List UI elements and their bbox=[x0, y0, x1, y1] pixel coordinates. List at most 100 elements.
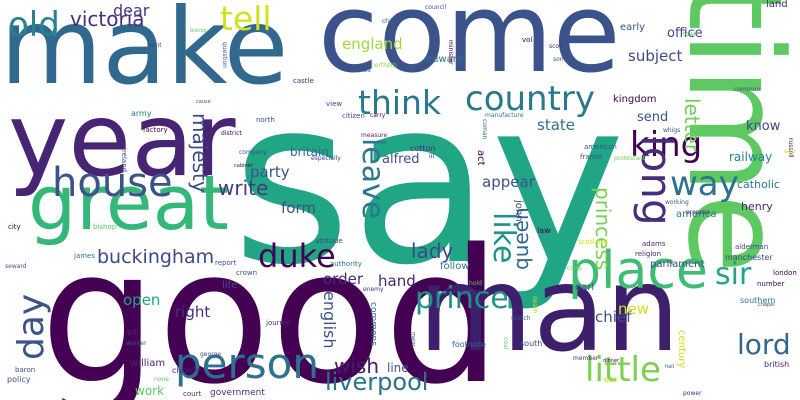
word-know: know bbox=[746, 119, 781, 134]
word-send: send bbox=[637, 110, 669, 125]
word-vol: vol bbox=[522, 36, 533, 44]
word-lady: lady bbox=[411, 239, 454, 263]
word-policy: policy bbox=[7, 375, 31, 384]
word-son: son bbox=[553, 56, 564, 63]
word-british: british bbox=[764, 360, 790, 369]
word-member: member bbox=[573, 355, 599, 362]
word-catholic: catholic bbox=[737, 178, 780, 191]
word-little: little bbox=[585, 350, 661, 390]
word-cotton: cotton bbox=[410, 144, 436, 153]
word-princess: princess bbox=[591, 187, 615, 271]
word-coman: coman bbox=[481, 119, 488, 140]
word-court: court bbox=[183, 390, 202, 398]
word-place: place bbox=[568, 241, 708, 301]
word-measure: measure bbox=[361, 132, 388, 139]
word-railway: railway bbox=[729, 150, 773, 164]
word-south: south bbox=[520, 339, 543, 348]
word-earl: earl bbox=[575, 282, 595, 293]
word-wish: wish bbox=[334, 354, 380, 378]
word-whigs: whigs bbox=[663, 127, 681, 134]
word-write: write bbox=[218, 176, 269, 200]
word-iii: iii bbox=[429, 153, 435, 160]
word-lord: lord bbox=[737, 328, 791, 361]
word-country: country bbox=[465, 79, 596, 119]
word-scotland: scotland bbox=[578, 238, 608, 246]
word-seward: seward bbox=[5, 263, 27, 270]
word-war: war bbox=[603, 375, 618, 384]
word-william: william bbox=[130, 358, 166, 369]
word-prince: prince bbox=[415, 281, 509, 316]
word-form: form bbox=[281, 199, 316, 217]
word-man: man bbox=[418, 240, 681, 378]
word-major: major bbox=[410, 332, 416, 347]
word-act: act bbox=[475, 150, 486, 166]
word-britain: britain bbox=[290, 145, 329, 159]
word-castle: castle bbox=[293, 77, 314, 85]
word-tell: tell bbox=[220, 0, 272, 38]
word-power: power bbox=[683, 390, 702, 397]
word-open: open bbox=[123, 291, 161, 309]
word-king: king bbox=[630, 125, 703, 165]
word-long: long bbox=[632, 135, 681, 226]
word-chapel: chapel bbox=[758, 302, 775, 308]
word-house: house bbox=[52, 160, 173, 206]
word-child: child bbox=[382, 18, 397, 25]
word-working: working bbox=[665, 199, 689, 206]
word-alderman: alderman bbox=[735, 243, 769, 251]
word-baron: baron bbox=[15, 366, 36, 374]
word-hold: hold bbox=[469, 280, 482, 287]
word-party: party bbox=[250, 163, 290, 181]
word-crown: crown bbox=[236, 269, 258, 277]
word-letter: letter bbox=[680, 98, 704, 153]
word-bishop: bishop bbox=[190, 28, 207, 34]
word-think: think bbox=[358, 83, 442, 122]
word-council: council bbox=[425, 4, 447, 11]
word-religion: religion bbox=[635, 250, 662, 258]
word-liverpool: liverpool bbox=[325, 368, 429, 396]
word-town: town bbox=[683, 31, 698, 38]
word-law: law bbox=[537, 226, 551, 235]
word-coal: coal bbox=[502, 337, 509, 350]
word-chief: chief bbox=[595, 308, 632, 326]
word-england: england bbox=[342, 35, 403, 53]
word-work: work bbox=[135, 384, 165, 398]
word-death: death bbox=[531, 296, 538, 314]
word-bill: bill bbox=[127, 328, 139, 337]
word-common: common bbox=[734, 86, 761, 93]
word-office: office bbox=[667, 26, 703, 41]
word-new: new bbox=[618, 300, 650, 318]
word-return: return bbox=[463, 289, 482, 296]
word-citizen: citizen bbox=[342, 112, 365, 120]
word-district: district bbox=[221, 130, 242, 137]
word-worker: worker bbox=[126, 340, 147, 347]
word-army: army bbox=[131, 109, 152, 118]
word-make: make bbox=[0, 0, 289, 108]
word-leave: leave bbox=[355, 138, 390, 220]
word-day: day bbox=[11, 293, 52, 360]
word-english: english bbox=[320, 291, 339, 349]
word-parliament: parliament bbox=[650, 259, 705, 270]
word-exist: exist bbox=[784, 149, 796, 155]
word-city: city bbox=[8, 223, 21, 231]
word-authority: authority bbox=[330, 260, 362, 268]
word-commons: commons bbox=[368, 302, 378, 346]
word-great: great bbox=[28, 158, 229, 247]
word-government: government bbox=[210, 388, 265, 398]
word-minister: minister bbox=[447, 40, 454, 65]
word-line: line bbox=[387, 361, 409, 375]
word-london: london bbox=[773, 269, 797, 277]
word-way: way bbox=[670, 164, 739, 204]
word-view: view bbox=[326, 100, 343, 108]
word-james: james bbox=[74, 252, 96, 260]
word-follow: follow bbox=[440, 261, 470, 272]
word-victoria: victoria bbox=[70, 7, 145, 31]
word-kingdom: kingdom bbox=[613, 94, 657, 105]
word-order: order bbox=[323, 270, 363, 288]
word-none: none bbox=[154, 376, 169, 383]
word-southern: southern bbox=[740, 296, 776, 305]
word-adams: adams bbox=[642, 240, 666, 248]
word-century: century bbox=[676, 330, 687, 369]
word-journal: journal bbox=[266, 319, 291, 327]
word-george: george bbox=[200, 351, 222, 358]
